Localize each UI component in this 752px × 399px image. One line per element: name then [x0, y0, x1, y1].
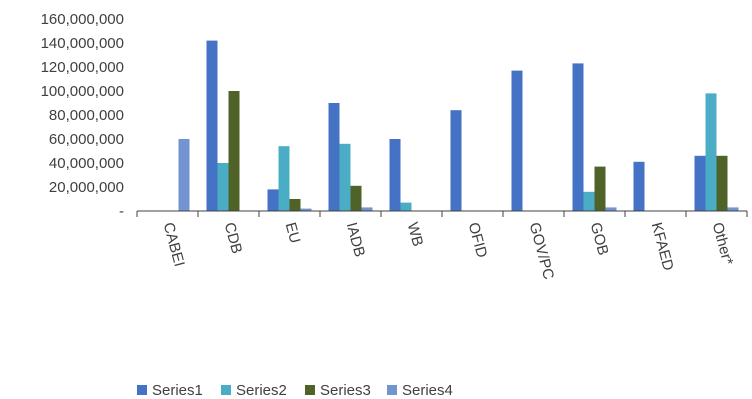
- bar: [572, 63, 584, 212]
- x-category-label: IADB: [343, 221, 368, 259]
- y-tick-label: -: [119, 203, 124, 220]
- legend-label: Series2: [236, 382, 287, 399]
- y-tick-label: 100,000,000: [41, 83, 124, 100]
- legend-swatch: [137, 385, 147, 395]
- legend-swatch: [305, 385, 315, 395]
- bar: [400, 202, 412, 211]
- x-category-label: CABEI: [160, 221, 188, 269]
- bar: [633, 161, 645, 211]
- bar: [228, 91, 240, 211]
- y-tick-label: 20,000,000: [49, 179, 124, 196]
- bar: [361, 207, 373, 211]
- x-category-label: CDB: [221, 221, 246, 256]
- bar: [511, 70, 523, 211]
- bar: [289, 199, 301, 211]
- y-tick-label: 60,000,000: [49, 131, 124, 148]
- bar: [278, 146, 290, 211]
- bar: [705, 93, 717, 211]
- bar: [300, 208, 312, 211]
- x-category-label: GOB: [587, 221, 612, 258]
- bar: [350, 185, 362, 211]
- bar: [389, 139, 401, 211]
- bar: [594, 166, 606, 211]
- bar: [716, 155, 728, 211]
- y-tick-label: 40,000,000: [49, 155, 124, 172]
- y-tick-label: 140,000,000: [41, 35, 124, 52]
- bar: [206, 40, 218, 211]
- legend-swatch: [221, 385, 231, 395]
- y-tick-label: 160,000,000: [41, 11, 124, 28]
- legend-swatch: [387, 385, 397, 395]
- bar: [605, 207, 617, 211]
- bar: [450, 110, 462, 211]
- bar: [339, 143, 351, 211]
- bar: [267, 189, 279, 211]
- legend: Series1 Series2 Series3 Series4: [137, 382, 453, 399]
- x-category-label: Other*: [709, 221, 737, 267]
- legend-label: Series1: [152, 382, 203, 399]
- y-tick-label: 120,000,000: [41, 59, 124, 76]
- bar: [727, 207, 739, 211]
- x-axis: CABEI CDB EU IADB WB OFID GOV/PC GOB KFAED Other*: [136, 210, 748, 282]
- bar: [694, 155, 706, 211]
- bars-group: [178, 40, 739, 212]
- bar: [328, 103, 340, 211]
- bar: [178, 139, 190, 211]
- bar: [583, 191, 595, 211]
- y-axis: - 20,000,000 40,000,000 60,000,000 80,000,00…: [41, 11, 124, 220]
- y-tick-label: 80,000,000: [49, 107, 124, 124]
- bar: [217, 163, 229, 211]
- legend-label: Series4: [402, 382, 453, 399]
- x-category-label: GOV/PC: [526, 221, 558, 282]
- x-category-label: OFID: [465, 221, 491, 260]
- x-category-label: EU: [282, 221, 304, 246]
- x-category-label: WB: [404, 221, 427, 249]
- x-category-label: KFAED: [648, 221, 677, 273]
- legend-label: Series3: [320, 382, 371, 399]
